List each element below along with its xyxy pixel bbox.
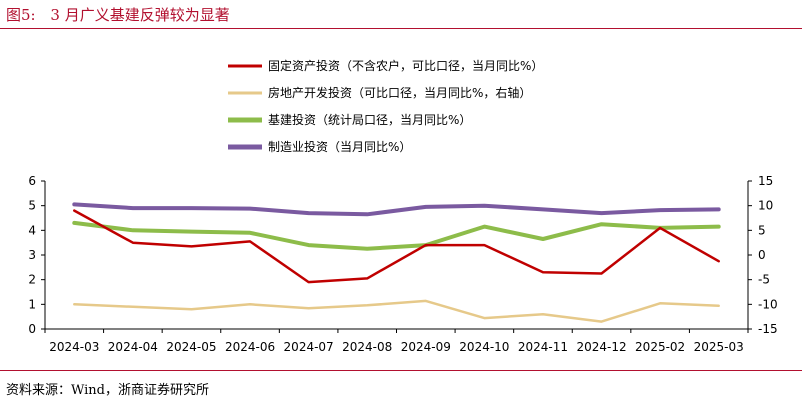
right-tick-label: -15 bbox=[758, 322, 778, 336]
left-tick-label: 4 bbox=[28, 223, 36, 237]
right-tick-label: -10 bbox=[758, 297, 778, 311]
x-tick-label: 2024-09 bbox=[401, 340, 451, 354]
x-tick-label: 2024-04 bbox=[108, 340, 158, 354]
x-tick-label: 2024-07 bbox=[284, 340, 334, 354]
source-rule bbox=[0, 370, 802, 371]
x-tick-label: 2025-02 bbox=[635, 340, 685, 354]
legend-label-2: 基建投资（统计局口径，当月同比%） bbox=[268, 112, 471, 127]
right-tick-label: 15 bbox=[758, 174, 773, 188]
figure-title: 图5: 3 月广义基建反弹较为显著 bbox=[6, 4, 230, 25]
x-tick-label: 2024-11 bbox=[518, 340, 568, 354]
left-tick-label: 6 bbox=[28, 174, 36, 188]
x-tick-label: 2024-10 bbox=[459, 340, 509, 354]
left-tick-label: 5 bbox=[28, 199, 36, 213]
series-line-2 bbox=[72, 220, 721, 251]
series-line-0 bbox=[73, 209, 720, 284]
series-line-1 bbox=[73, 299, 720, 323]
right-tick-label: 0 bbox=[758, 248, 766, 262]
title-rule bbox=[0, 28, 802, 29]
x-tick-label: 2024-12 bbox=[576, 340, 626, 354]
source-note: 资料来源：Wind，浙商证券研究所 bbox=[6, 383, 209, 398]
left-tick-label: 1 bbox=[28, 297, 36, 311]
line-chart: 固定资产投资（不含农户，可比口径，当月同比%） 房地产开发投资（可比口径，当月同比… bbox=[28, 58, 777, 354]
x-tick-label: 2024-03 bbox=[49, 340, 99, 354]
x-tick-label: 2024-08 bbox=[342, 340, 392, 354]
legend-label-0: 固定资产投资（不含农户，可比口径，当月同比%） bbox=[268, 58, 543, 73]
series-line-3 bbox=[72, 202, 721, 217]
right-tick-label: 10 bbox=[758, 199, 773, 213]
figure-label: 图5: bbox=[6, 6, 36, 24]
legend-label-3: 制造业投资（当月同比%） bbox=[268, 139, 411, 154]
figure-title-text: 3 月广义基建反弹较为显著 bbox=[50, 6, 230, 24]
left-tick-label: 2 bbox=[28, 273, 36, 287]
x-tick-label: 2025-03 bbox=[694, 340, 744, 354]
legend: 固定资产投资（不含农户，可比口径，当月同比%） 房地产开发投资（可比口径，当月同比… bbox=[228, 58, 543, 154]
legend-label-1: 房地产开发投资（可比口径，当月同比%，右轴） bbox=[268, 85, 531, 100]
right-tick-label: 5 bbox=[758, 223, 766, 237]
right-tick-label: -5 bbox=[758, 273, 770, 287]
left-tick-label: 3 bbox=[28, 248, 36, 262]
x-tick-label: 2024-06 bbox=[225, 340, 275, 354]
series-lines bbox=[72, 202, 721, 323]
axes: 0 1 2 3 4 5 6 -15 -10 -5 0 5 10 15 2024-03 2024-04 2024-… bbox=[28, 174, 777, 354]
x-tick-label: 2024-05 bbox=[166, 340, 216, 354]
left-tick-label: 0 bbox=[28, 322, 36, 336]
